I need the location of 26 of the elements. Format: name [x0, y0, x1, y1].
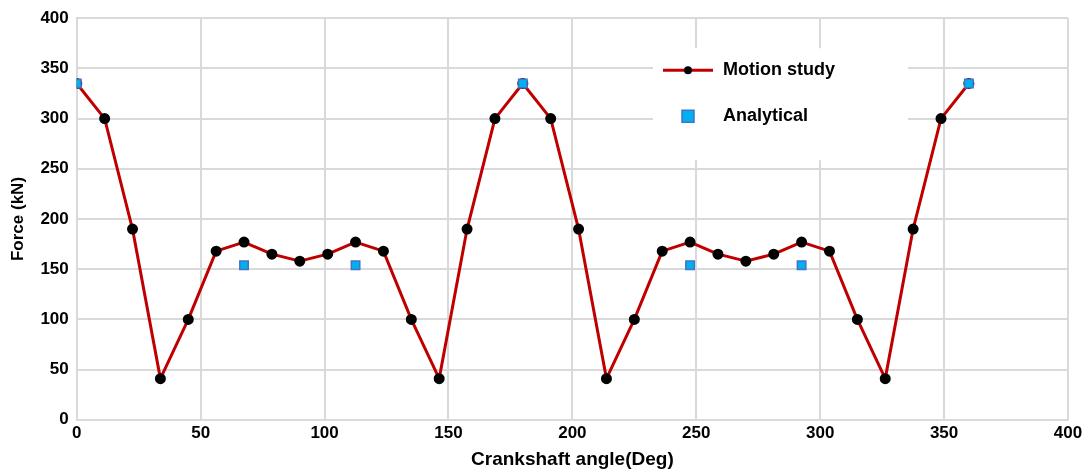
x-tick-label: 400	[1053, 422, 1083, 442]
x-tick-label: 350	[929, 422, 959, 442]
x-tick-label: 150	[434, 422, 463, 442]
y-tick-label: 400	[40, 7, 69, 27]
x-tick-label: 250	[682, 422, 711, 442]
y-tick-label: 300	[40, 108, 69, 128]
x-axis-title: Crankshaft angle(Deg)	[471, 447, 674, 469]
x-tick-label: 50	[191, 422, 211, 442]
y-tick-label: 50	[49, 359, 69, 379]
y-tick-label: 0	[59, 409, 69, 429]
x-tick-label: 200	[558, 422, 587, 442]
legend-label: Analytical	[723, 105, 809, 126]
point	[796, 260, 807, 271]
y-tick-label: 100	[40, 309, 69, 329]
x-tick-label: 100	[310, 422, 339, 442]
x-tick-label: 300	[806, 422, 835, 442]
y-tick-label: 150	[40, 258, 69, 278]
legend-label: Motion study	[723, 59, 835, 80]
y-tick-label: 350	[40, 58, 69, 78]
point	[239, 260, 250, 271]
y-axis-title: Force (kN)	[7, 176, 27, 262]
y-tick-label: 250	[40, 158, 69, 178]
point	[685, 260, 696, 271]
point	[350, 260, 361, 271]
y-tick-label: 200	[40, 208, 69, 228]
x-tick-label: 0	[72, 422, 82, 442]
